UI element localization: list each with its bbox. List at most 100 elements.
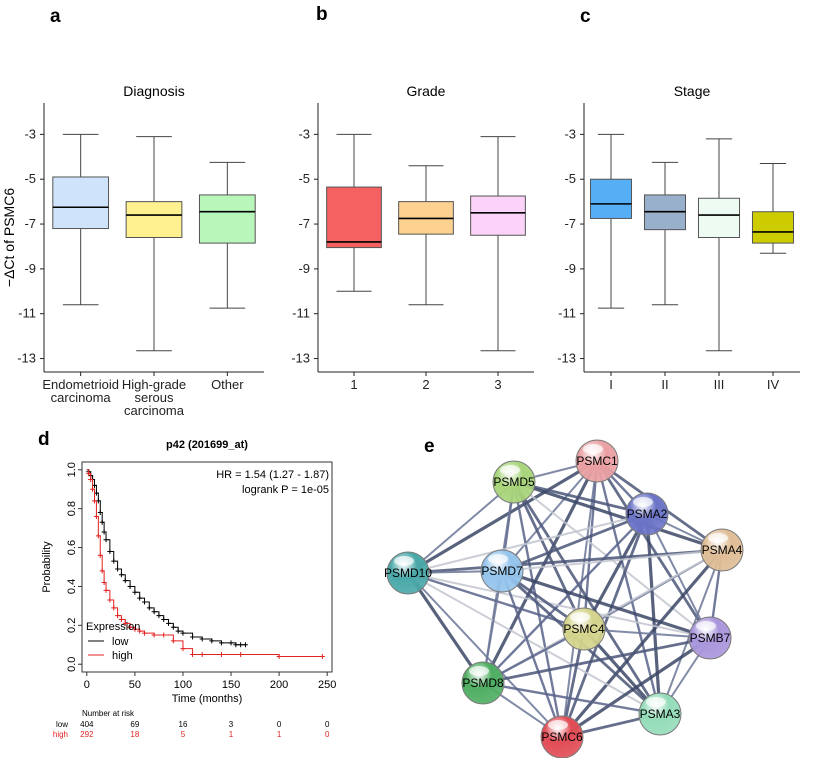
node-psmd5: PSMD5 (492, 460, 536, 504)
censor-mark (118, 572, 124, 578)
node-label: PSMC4 (563, 622, 605, 636)
y-tick-label: -13 (557, 351, 576, 366)
node-label: PSMA4 (702, 543, 743, 557)
censor-mark (86, 471, 92, 477)
edge (512, 481, 586, 630)
censor-mark (127, 624, 133, 630)
box-1 (326, 133, 382, 292)
censor-mark (170, 638, 176, 644)
x-tick-label: 3 (494, 377, 501, 392)
risk-count: 0 (277, 720, 282, 729)
node-highlight (570, 612, 590, 622)
edge (513, 480, 723, 552)
node-psmd7: PSMD7 (480, 549, 524, 593)
node-label: PSMA3 (640, 707, 681, 721)
risk-count: 0 (325, 730, 330, 739)
box-3 (697, 138, 741, 352)
censor-mark (146, 605, 152, 611)
edge (501, 549, 723, 572)
edge (407, 572, 711, 639)
y-axis-label: Probability (41, 541, 53, 593)
x-tick-label: III (714, 377, 725, 392)
box-iqr (589, 178, 633, 219)
censor-mark (122, 578, 128, 584)
censor-mark (107, 548, 113, 554)
edge (645, 513, 662, 715)
edge (560, 548, 724, 739)
censor-mark (180, 646, 186, 652)
hr-text: HR = 1.54 (1.27 - 1.87) (216, 469, 329, 481)
censor-mark (101, 580, 107, 586)
node-psmb7: PSMB7 (688, 616, 732, 660)
censor-mark (161, 632, 167, 638)
panel-a-diagnosis-boxplot: Diagnosis -3 -5 -7 -9 -11 -13 −ΔCt of PSMC6 Endo… (1, 83, 264, 418)
censor-mark (238, 642, 244, 648)
risk-count: 1 (277, 730, 282, 739)
panel-letter-e: e (424, 436, 435, 457)
x-tick-label: 100 (174, 679, 192, 691)
node-label: PSMD10 (384, 566, 432, 580)
y-tick-label: -5 (24, 171, 36, 186)
panel-title: Grade (407, 83, 446, 99)
y-tick-label: -5 (298, 171, 310, 186)
censor-mark (99, 568, 105, 574)
node-highlight (488, 554, 508, 564)
edge (561, 636, 711, 739)
panel-letter-b: b (316, 4, 328, 25)
censor-mark (142, 599, 147, 605)
y-tick-label: 0.6 (66, 540, 78, 555)
panel-letter-c: c (580, 6, 591, 27)
node-highlight (394, 556, 414, 566)
risk-count: 404 (80, 720, 94, 729)
y-tick-label: 0.8 (66, 501, 78, 516)
panel-title: Diagnosis (123, 83, 184, 99)
box-iqr (125, 201, 183, 238)
box-2 (125, 136, 183, 352)
node-highlight (500, 465, 520, 475)
y-tick-label: -13 (17, 351, 36, 366)
node-label: PSMA2 (627, 507, 668, 521)
edge (482, 636, 711, 685)
legend-title: Expression (86, 621, 140, 633)
censor-mark (142, 630, 147, 636)
y-tick-label: -7 (24, 216, 36, 231)
y-axis-label: −ΔCt of PSMC6 (1, 188, 17, 287)
node-label: PSMD7 (481, 564, 523, 578)
censor-mark (115, 613, 121, 619)
box-2 (643, 161, 687, 306)
y-tick-label: -9 (298, 261, 310, 276)
edge (406, 572, 485, 684)
y-tick-label: -3 (24, 126, 36, 141)
y-tick-label: 1.0 (66, 462, 78, 477)
censor-mark (118, 617, 124, 622)
censor-mark (92, 498, 97, 504)
edge (407, 572, 661, 715)
censor-mark (122, 620, 128, 626)
node-psma4: PSMA4 (700, 528, 744, 572)
box-1 (52, 133, 110, 306)
risk-count: 18 (130, 730, 139, 739)
node-label: PSMC1 (576, 454, 618, 468)
y-tick-label: 0.0 (66, 657, 78, 672)
node-label: PSMD8 (462, 676, 504, 690)
node-label: PSMB7 (690, 631, 731, 645)
risk-row-label: low (56, 720, 68, 729)
node-highlight (696, 621, 716, 631)
panel-d-survival-plot: p42 (201699_at)0 50 100 150 200 2500.00.20.40… (41, 439, 336, 739)
censor-mark (111, 605, 117, 611)
node-psmd10: PSMD10 (384, 551, 432, 595)
edge (582, 460, 599, 630)
censor-mark (209, 638, 215, 644)
risk-count: 292 (80, 730, 94, 739)
y-tick-label: -9 (24, 261, 36, 276)
censor-mark (151, 632, 157, 638)
node-psmc1: PSMC1 (575, 439, 619, 483)
risk-count: 0 (325, 720, 330, 729)
box-iqr (697, 197, 741, 238)
node-highlight (646, 697, 666, 707)
x-tick-label: 1 (350, 377, 357, 392)
box-iqr (198, 194, 256, 244)
x-tick-label: Endometrioid (42, 377, 119, 392)
censor-mark (218, 652, 224, 657)
